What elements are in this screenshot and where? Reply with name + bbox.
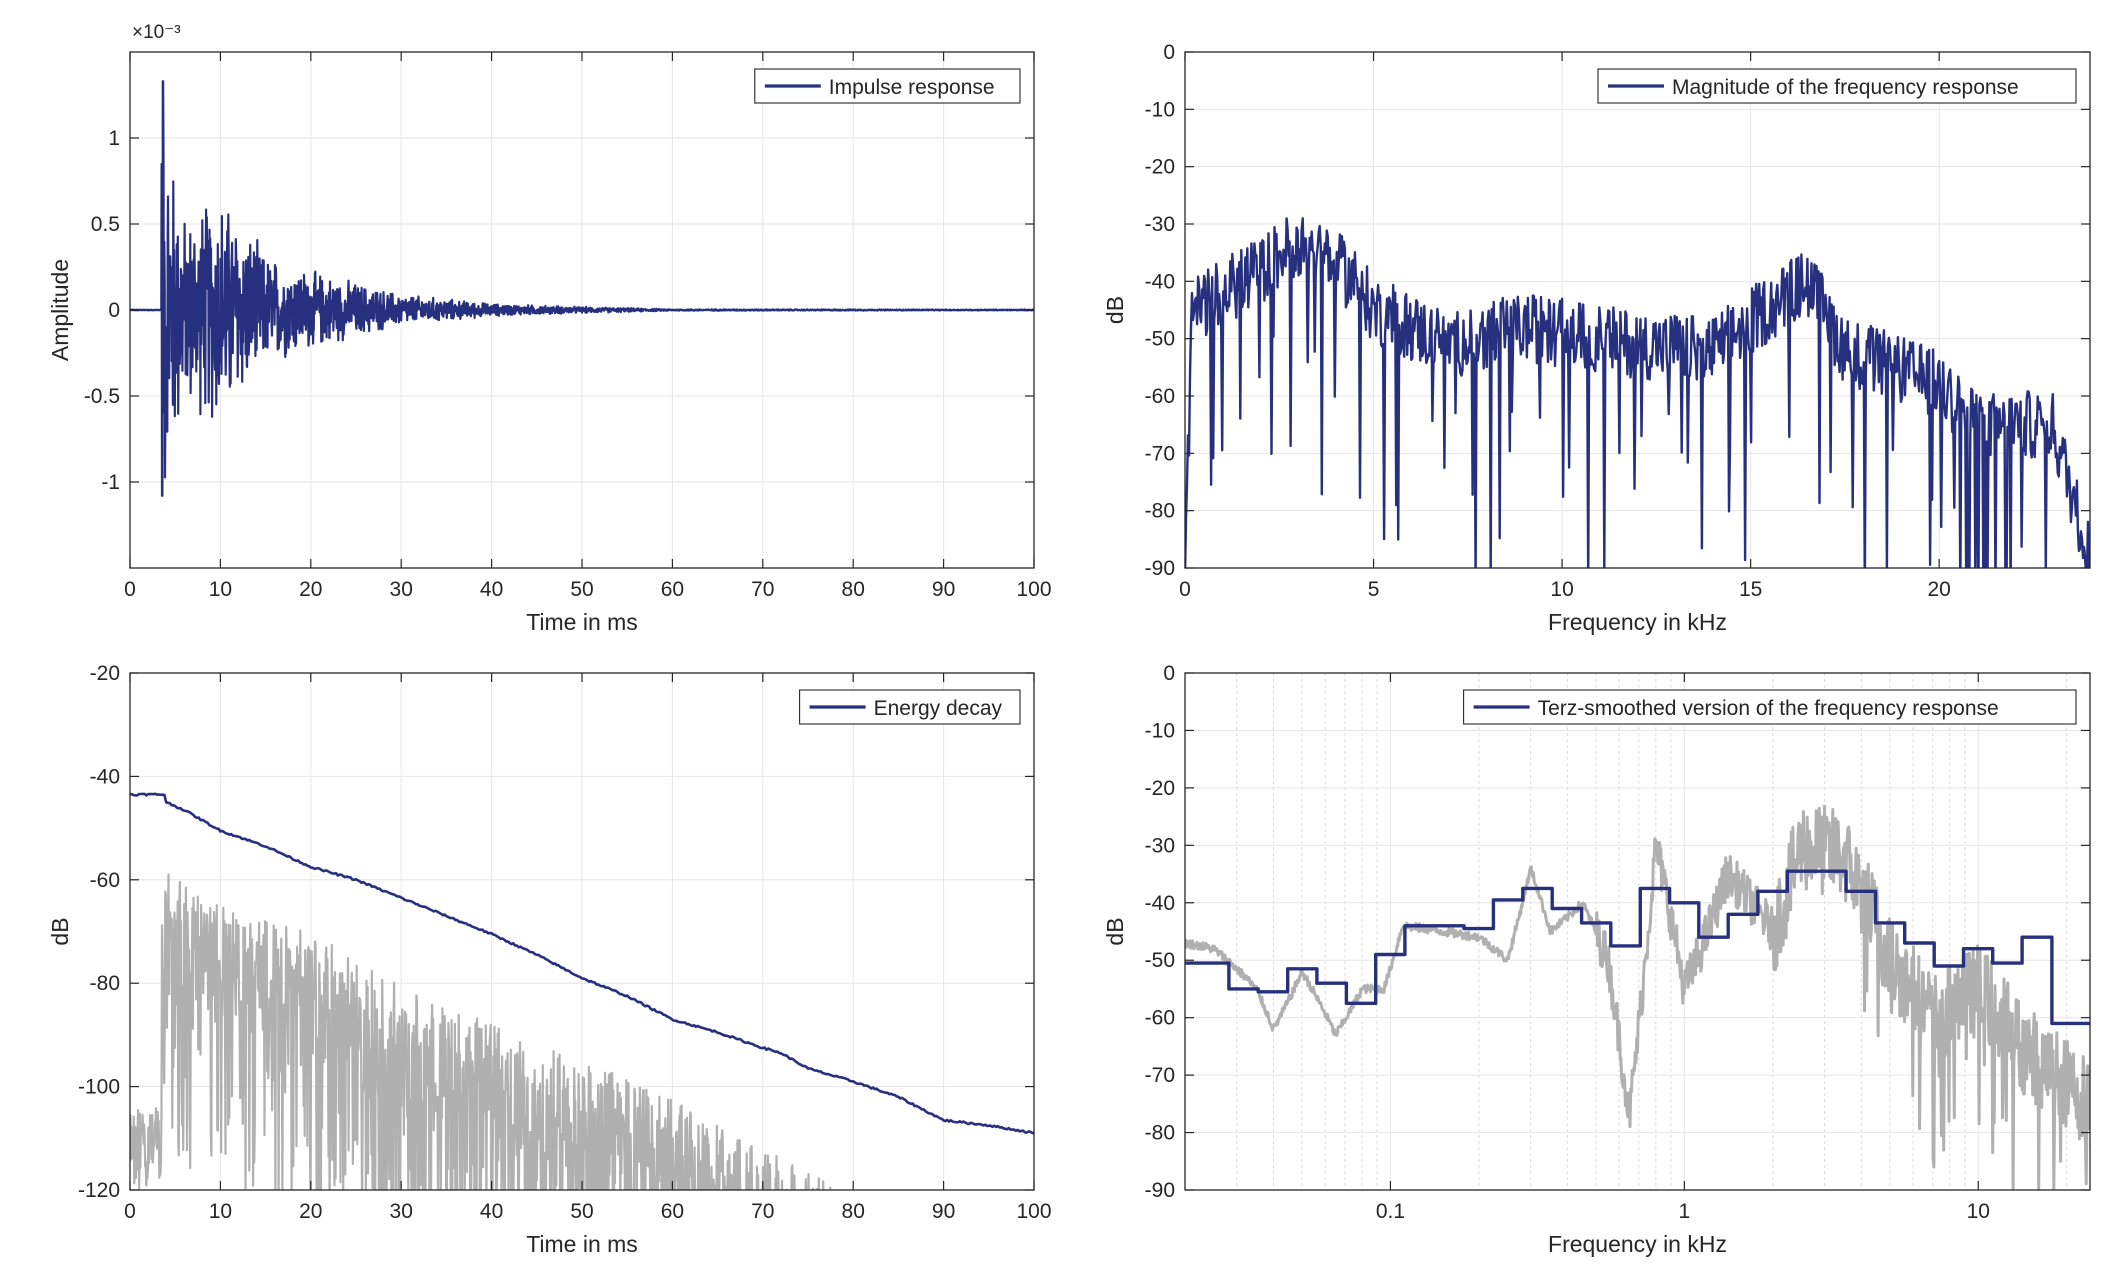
- x-tick-label: 90: [932, 578, 955, 601]
- y-axis-label: dB: [47, 917, 73, 945]
- y-exponent-label: ×10⁻³: [132, 22, 181, 43]
- y-tick-label: -100: [78, 1076, 120, 1099]
- chart-panel-4: 0.1 1 10 0 -10 -20 -30 -40 -50 -60 -70 -80 -90 Freque…: [1102, 662, 2091, 1257]
- x-tick-label: 5: [1368, 578, 1380, 601]
- x-tick-label: 80: [842, 1200, 865, 1223]
- y-tick-label: -30: [1145, 213, 1175, 236]
- x-tick-label: 15: [1739, 578, 1762, 601]
- legend: Terz-smoothed version of the frequency r…: [1463, 689, 2077, 725]
- y-axis-label: dB: [1102, 917, 1128, 945]
- ticks: 0.1 1 10 0 -10 -20 -30 -40 -50 -60 -70 -80 -90: [1145, 662, 2090, 1223]
- magnitude-response-line: [1185, 217, 2090, 568]
- x-tick-label: 30: [390, 578, 413, 601]
- terz-smoothed-line: [1185, 869, 2090, 1026]
- x-tick-label: 0.1: [1376, 1200, 1405, 1223]
- legend-box: [1463, 689, 2077, 725]
- energy-decay-line: [130, 792, 1034, 1135]
- y-tick-label: -70: [1145, 442, 1175, 465]
- y-tick-label: -40: [90, 765, 120, 788]
- x-tick-label: 20: [1927, 578, 1950, 601]
- legend-label: Terz-smoothed version of the frequency r…: [1538, 697, 1999, 720]
- grid: [1185, 672, 2090, 1191]
- x-tick-label: 10: [1550, 578, 1573, 601]
- squared-impulse-line: [130, 873, 832, 1190]
- x-tick-label: 0: [124, 1200, 136, 1223]
- legend: Energy decay: [799, 689, 1021, 725]
- ticks: 0 5 10 15 20 0 -10 -20 -30 -40 -50 -60 -70 -80 -90: [1145, 41, 2090, 601]
- y-tick-label: -20: [90, 662, 120, 685]
- y-tick-label: -10: [1145, 719, 1175, 742]
- x-tick-label: 1: [1678, 1200, 1690, 1223]
- y-tick-label: 0: [108, 299, 120, 322]
- ticks: 0 10 20 30 40 50 60 70 80 90 100 1 0.5 0 -0.5 -1: [84, 52, 1052, 601]
- x-tick-label: 10: [209, 578, 232, 601]
- minor-grid: [1236, 673, 2068, 1190]
- y-axis-label: dB: [1102, 296, 1128, 324]
- y-tick-label: -70: [1145, 1064, 1175, 1087]
- y-tick-label: -10: [1145, 98, 1175, 121]
- chart-panel-3: 0 10 20 30 40 50 60 70 80 90 100 -20 -40 -60 -80 -100 -1…: [47, 662, 1052, 1257]
- x-tick-label: 50: [570, 578, 593, 601]
- x-tick-label: 60: [661, 1200, 684, 1223]
- x-tick-label: 80: [842, 578, 865, 601]
- x-axis-label: Frequency in kHz: [1548, 1231, 1727, 1257]
- x-tick-label: 100: [1016, 578, 1051, 601]
- y-axis-label: Amplitude: [47, 259, 73, 361]
- legend-label: Impulse response: [829, 76, 995, 99]
- y-tick-label: -80: [1145, 1122, 1175, 1145]
- x-tick-label: 90: [932, 1200, 955, 1223]
- x-tick-label: 60: [661, 578, 684, 601]
- y-tick-label: -60: [90, 869, 120, 892]
- x-tick-label: 20: [299, 1200, 322, 1223]
- impulse-response-line: [130, 80, 1034, 497]
- x-axis-label: Frequency in kHz: [1548, 609, 1727, 635]
- x-tick-label: 40: [480, 578, 503, 601]
- x-tick-label: 0: [124, 578, 136, 601]
- y-tick-label: -1: [101, 471, 120, 494]
- y-tick-label: 0: [1163, 41, 1175, 64]
- x-axis-label: Time in ms: [526, 609, 638, 635]
- legend-label: Energy decay: [874, 697, 1003, 720]
- x-tick-label: 10: [209, 1200, 232, 1223]
- unsmoothed-response-line: [1185, 804, 2090, 1190]
- ticks: 0 10 20 30 40 50 60 70 80 90 100 -20 -40 -60 -80 -100 -1…: [78, 662, 1052, 1223]
- y-tick-label: -0.5: [84, 385, 120, 408]
- axes-frame: [1184, 672, 2091, 1191]
- x-tick-label: 30: [390, 1200, 413, 1223]
- y-tick-label: -40: [1145, 270, 1175, 293]
- y-tick-label: -30: [1145, 834, 1175, 857]
- x-axis-label: Time in ms: [526, 1231, 638, 1257]
- y-tick-label: -60: [1145, 385, 1175, 408]
- y-tick-label: 1: [108, 127, 120, 150]
- x-tick-label: 10: [1967, 1200, 1990, 1223]
- y-tick-label: -80: [90, 972, 120, 995]
- y-tick-label: -120: [78, 1179, 120, 1202]
- x-tick-label: 70: [751, 1200, 774, 1223]
- y-tick-label: -50: [1145, 949, 1175, 972]
- y-tick-label: -90: [1145, 1179, 1175, 1202]
- legend: Magnitude of the frequency response: [1597, 68, 2077, 104]
- y-tick-label: -60: [1145, 1007, 1175, 1030]
- y-tick-label: -80: [1145, 500, 1175, 523]
- legend: Impulse response: [754, 68, 1021, 104]
- chart-panel-1: 0 10 20 30 40 50 60 70 80 90 100 1 0.5 0 -0.5 -1 Time in…: [47, 22, 1052, 635]
- axes-frame: [1184, 51, 2091, 569]
- x-tick-label: 50: [570, 1200, 593, 1223]
- y-tick-label: 0: [1163, 662, 1175, 685]
- chart-panel-2: 0 5 10 15 20 0 -10 -20 -30 -40 -50 -60 -70 -80 -90 Freq…: [1102, 41, 2091, 635]
- y-tick-label: -50: [1145, 328, 1175, 351]
- legend-label: Magnitude of the frequency response: [1672, 76, 2019, 99]
- y-tick-label: -90: [1145, 557, 1175, 580]
- y-tick-label: -40: [1145, 892, 1175, 915]
- x-tick-label: 20: [299, 578, 322, 601]
- y-tick-label: 0.5: [91, 213, 120, 236]
- x-tick-label: 40: [480, 1200, 503, 1223]
- y-tick-label: -20: [1145, 777, 1175, 800]
- x-tick-label: 0: [1179, 578, 1191, 601]
- y-tick-label: -20: [1145, 156, 1175, 179]
- x-tick-label: 100: [1016, 1200, 1051, 1223]
- x-tick-label: 70: [751, 578, 774, 601]
- legend-box: [1597, 68, 2077, 104]
